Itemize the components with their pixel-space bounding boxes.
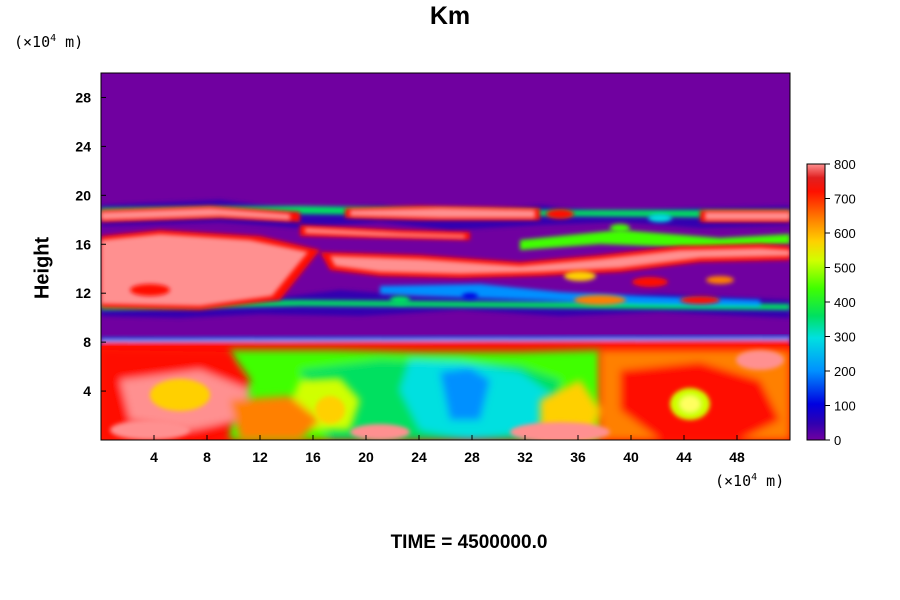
colorbar-tick-label: 600 [834,226,856,241]
colorbar-tick-label: 300 [834,330,856,345]
colorbar-tick-label: 100 [834,399,856,414]
x-tick-label: 36 [570,449,586,465]
chart-title: Km [429,2,471,30]
colorbar-tick-label: 500 [834,261,856,276]
y-tick-label: 24 [75,138,91,154]
y-tick-label: 4 [83,383,91,399]
y-tick-label: 12 [75,285,91,301]
colorbar-gradient [807,164,825,440]
colorbar-frame [806,163,826,441]
x-tick-label: 32 [517,449,533,465]
x-tick-label: 20 [358,449,374,465]
x-tick-label: 40 [623,449,639,465]
x-tick-label: 16 [305,449,321,465]
x-tick-label: 24 [411,449,427,465]
colorbar-tick-label: 0 [834,433,841,448]
plot-frame [100,72,791,441]
time-annotation: TIME = 4500000.0 [390,532,548,553]
y-axis: 4 8 12 16 20 24 28 [75,89,106,399]
colorbar-ticks: 0 100 200 300 400 500 600 700 800 [825,157,856,448]
x-tick-label: 12 [252,449,268,465]
y-tick-label: 28 [75,89,91,105]
colorbar: 0 100 200 300 400 500 600 700 800 [806,157,856,448]
colorbar-tick-label: 700 [834,192,856,207]
x-axis: 4 8 12 16 20 24 28 32 36 40 44 48 [150,435,745,465]
x-tick-label: 48 [729,449,745,465]
colorbar-tick-label: 800 [834,157,856,172]
y-tick-label: 16 [75,236,91,252]
x-axis-unit: (×104 m) [715,472,785,490]
y-tick-label: 8 [83,334,91,350]
y-tick-label: 20 [75,187,91,203]
colorbar-tick-label: 200 [834,364,856,379]
convective-layer [101,346,790,440]
x-tick-label: 8 [203,449,211,465]
y-axis-unit: (×104 m) [14,33,84,51]
contour-field [101,73,790,440]
x-tick-label: 4 [150,449,158,465]
x-tick-label: 44 [676,449,692,465]
turbulent-band [101,200,790,320]
x-tick-label: 28 [464,449,480,465]
colorbar-tick-label: 400 [834,295,856,310]
